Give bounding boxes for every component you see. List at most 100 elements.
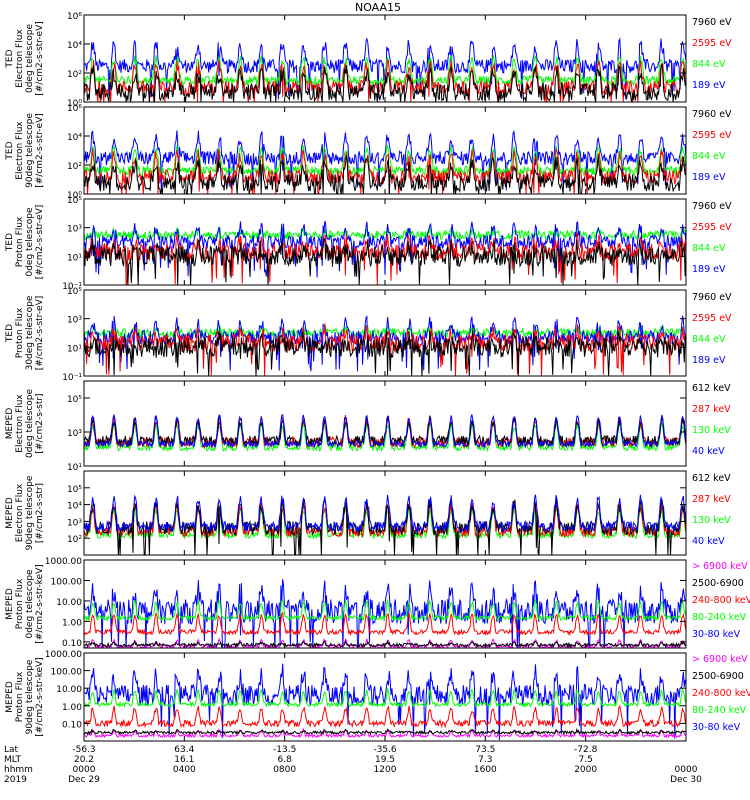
legend-entry: 189 eV	[692, 355, 726, 366]
panel-6: 10² 10³ 10⁴ 10⁵ MEPED Electron Flux 90deg tele…	[5, 470, 731, 556]
legend-entry: 40 keV	[692, 536, 725, 547]
y-tick-label: 10¹	[67, 253, 82, 263]
legend-entry: 7960 eV	[692, 292, 732, 303]
y-axis-label: Proton Flux	[15, 578, 25, 629]
y-axis-label: [#/cm2-s-str]	[35, 393, 45, 453]
y-tick-label: 10⁵	[67, 395, 82, 405]
y-tick-label: 10.00	[56, 598, 82, 608]
series-green	[84, 687, 686, 709]
y-tick-label: 10⁴	[67, 41, 82, 51]
legend-entry: 2595 eV	[692, 38, 732, 49]
chart-title: NOAA15	[355, 1, 401, 14]
legend-entry: 612 keV	[692, 473, 731, 484]
series-blue	[84, 494, 686, 534]
panel-4: 10⁻¹ 10¹ 10³ 10⁵ TED Proton Flux 30deg telesco…	[5, 287, 732, 383]
panel-data	[84, 130, 686, 194]
x-tick-label: 0800	[273, 765, 296, 775]
y-axis-label: [#/cm2-s-str-eV]	[35, 113, 45, 188]
x-tick-label: 2000	[574, 765, 597, 775]
y-axis-label: [#/cm2-s-str-eV]	[35, 296, 45, 371]
x-tick-label: 63.4	[174, 745, 194, 755]
legend-entry: 7960 eV	[692, 109, 732, 120]
y-tick-label: 1000.00	[45, 557, 82, 567]
series-blue	[84, 220, 686, 278]
y-tick-label: 0.10	[62, 720, 82, 730]
x-tick-label: 0000	[675, 765, 698, 775]
panel-data	[84, 414, 686, 453]
y-axis-label: Electron Flux	[15, 29, 25, 88]
y-tick-label: 10⁵	[67, 485, 82, 495]
y-axis-label: Electron Flux	[15, 483, 25, 542]
legend-entry: 2500-6900	[692, 578, 744, 589]
legend-entry: 844 eV	[692, 334, 726, 345]
x-tick-label: Dec 29	[68, 775, 100, 785]
x-tick-label: 1200	[374, 765, 397, 775]
panel-data	[84, 494, 686, 555]
y-tick-label: 100.00	[51, 668, 83, 678]
series-red	[84, 501, 686, 539]
legend-entry: 130 keV	[692, 425, 731, 436]
y-tick-label: 10⁻¹	[62, 373, 82, 383]
y-axis-label: MEPED	[5, 588, 15, 620]
y-tick-label: 10²	[67, 535, 82, 545]
x-tick-label: 16.1	[174, 755, 194, 765]
legend-entry: 287 keV	[692, 494, 731, 505]
series-blue	[84, 579, 686, 648]
x-tick-label: Dec 30	[670, 775, 702, 785]
y-axis-label: MEPED	[5, 497, 15, 529]
legend-entry: 2595 eV	[692, 130, 732, 141]
y-axis-label: 0deg telescope	[25, 24, 35, 94]
legend-entry: 30-80 keV	[692, 629, 741, 640]
series-black	[84, 237, 686, 285]
y-axis-label: [#/cm2-s-str-eV]	[35, 205, 45, 280]
legend-entry: 40 keV	[692, 446, 725, 457]
x-tick-label: -13.5	[273, 745, 296, 755]
y-axis-label: 0deg telescope	[25, 389, 35, 459]
y-axis-label: TED	[5, 49, 15, 68]
panel-7: 0.10 1.00 10.00 100.00 1000.00 MEPED Proton Fl…	[5, 557, 750, 649]
x-row-label: MLT	[4, 755, 22, 765]
y-axis-label: 30deg telescope	[25, 295, 35, 370]
y-tick-label: 1.00	[62, 703, 82, 713]
y-axis-label: Electron Flux	[15, 394, 25, 453]
panel-data	[84, 579, 686, 648]
series-blue	[84, 37, 686, 100]
y-tick-label: 10⁶	[67, 104, 82, 114]
y-tick-label: 10⁴	[67, 502, 82, 512]
x-tick-label: -56.3	[72, 745, 95, 755]
series-blue	[84, 663, 686, 741]
y-axis-label: TED	[5, 141, 15, 160]
legend-entry: 2500-6900	[692, 671, 744, 682]
panel-8: 0.10 1.00 10.00 100.00 1000.00 MEPED Proton Fl…	[5, 650, 750, 742]
y-tick-label: 10¹	[67, 463, 82, 473]
x-tick-label: -35.6	[373, 745, 397, 755]
x-tick-label: 6.8	[278, 755, 293, 765]
legend-entry: 7960 eV	[692, 201, 732, 212]
legend-entry: 189 eV	[692, 80, 726, 91]
y-tick-label: 10⁰	[67, 99, 82, 109]
x-tick-label: 0000	[73, 765, 96, 775]
legend-entry: 189 eV	[692, 264, 726, 275]
y-tick-label: 0.10	[62, 639, 82, 649]
y-axis-label: 0deg telescope	[25, 207, 35, 277]
series-green	[84, 598, 686, 622]
y-tick-label: 10¹	[67, 344, 82, 354]
legend-entry: 80-240 keV	[692, 705, 747, 716]
x-row-label: hhmm	[4, 765, 33, 775]
panel-1: 10⁰ 10² 10⁴ 10⁶ TED Electron Flux 0deg telesco…	[5, 12, 732, 109]
y-tick-label: 10⁵	[67, 196, 82, 206]
panel-5: 10¹ 10³ 10⁵ MEPED Electron Flux 0deg telescop…	[5, 380, 731, 473]
y-axis-label: Proton Flux	[15, 307, 25, 358]
panel-data	[84, 663, 686, 741]
series-red	[84, 611, 686, 637]
y-tick-label: 10³	[67, 429, 82, 439]
x-tick-label: 20.2	[74, 755, 94, 765]
y-axis-label: TED	[5, 233, 15, 252]
y-tick-label: 10⁻¹	[62, 282, 82, 292]
legend-entry: 130 keV	[692, 515, 731, 526]
y-tick-label: 10.00	[56, 685, 82, 695]
x-tick-label: 19.5	[375, 755, 395, 765]
legend-entry: 240-800 keV	[692, 688, 750, 699]
